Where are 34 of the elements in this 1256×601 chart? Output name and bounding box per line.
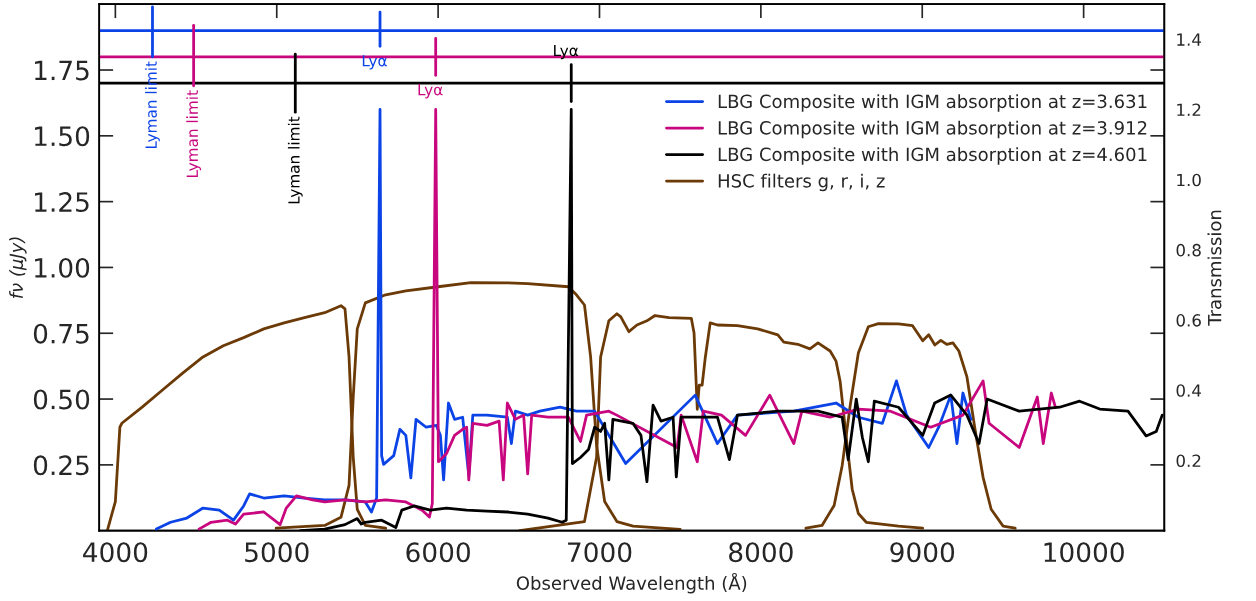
annotation: Lyα <box>362 55 387 70</box>
legend-label: LBG Composite with IGM absorption at z=3.912 <box>718 120 1147 139</box>
y-tick-label: 1.50 <box>35 126 90 147</box>
x-tick-label: 9000 <box>890 542 955 563</box>
y-tick-label: 0.50 <box>33 389 90 410</box>
y2-tick-label: 0.6 <box>1176 314 1201 327</box>
y2-tick-label: 1.2 <box>1177 103 1201 116</box>
x-tick-label: 5000 <box>245 542 309 563</box>
y2-tick-label: 0.4 <box>1176 384 1201 397</box>
x-tick-label: 6000 <box>406 542 470 563</box>
y-axis-title: fν (μJy) <box>9 237 27 299</box>
y2-tick-label: 0.8 <box>1176 243 1201 257</box>
y-tick-label: 1.25 <box>35 192 89 213</box>
annotation: Lyman limit <box>145 61 160 149</box>
annotation: Lyman limit <box>186 90 202 178</box>
x-axis-title: Observed Wavelength (Å) <box>516 572 747 594</box>
y2-tick-label: 1.0 <box>1177 173 1201 187</box>
y-tick-label: 1.75 <box>35 60 89 81</box>
legend-label: HSC filters g, r, i, z <box>718 173 885 192</box>
y2-tick-label: 1.4 <box>1177 33 1201 46</box>
x-tick-label: 8000 <box>729 542 793 563</box>
legend-label: LBG Composite with IGM absorption at z=4.601 <box>718 147 1147 165</box>
x-tick-label: 10000 <box>1044 542 1124 563</box>
annotation: Lyα <box>418 84 443 99</box>
y2-tick-label: 0.2 <box>1176 454 1201 468</box>
y-tick-label: 1.00 <box>35 257 90 278</box>
annotation: Lyα <box>554 44 579 60</box>
annotation: Lyman limit <box>287 116 303 204</box>
y-tick-label: 0.25 <box>33 455 89 476</box>
x-tick-label: 4000 <box>83 542 148 563</box>
y-tick-label: 0.75 <box>33 323 89 344</box>
x-tick-label: 7000 <box>568 542 632 563</box>
legend-label: LBG Composite with IGM absorption at z=3.631 <box>718 94 1147 112</box>
y2-axis-title: Transmission <box>1207 210 1222 326</box>
